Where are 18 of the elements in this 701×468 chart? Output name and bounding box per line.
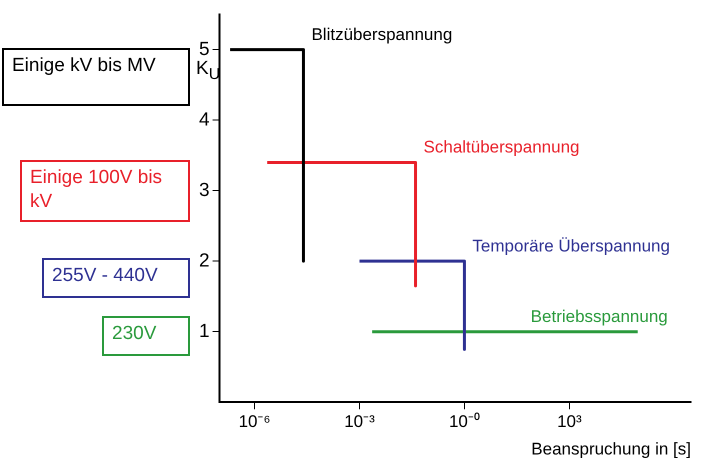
x-tick-label: 10³ bbox=[557, 412, 582, 432]
series-label: Schaltüberspannung bbox=[424, 138, 580, 157]
text: 230V bbox=[102, 316, 190, 356]
x-axis-title: Beanspruchung in [s] bbox=[531, 439, 691, 458]
text: 255V - 440V bbox=[42, 258, 190, 298]
y-tick-label: 4 bbox=[198, 109, 210, 130]
y-tick-label: 5 bbox=[198, 38, 210, 60]
text: Einige 100V bis kV bbox=[20, 160, 190, 222]
x-tick-label: 10⁻⁶ bbox=[238, 412, 271, 432]
text: Einige kV bis MV bbox=[2, 48, 190, 106]
series-label: Betriebsspannung bbox=[530, 306, 668, 326]
y-tick-label: 2 bbox=[198, 250, 210, 272]
x-tick-label: 10⁻³ bbox=[344, 412, 376, 432]
series-label: Blitzüberspannung bbox=[311, 24, 452, 44]
y-tick-label: 1 bbox=[198, 320, 210, 342]
x-tick-label: 10⁻⁰ bbox=[448, 412, 480, 432]
y-tick-label: 3 bbox=[198, 180, 210, 201]
series-label: Temporäre Überspannung bbox=[472, 236, 670, 256]
